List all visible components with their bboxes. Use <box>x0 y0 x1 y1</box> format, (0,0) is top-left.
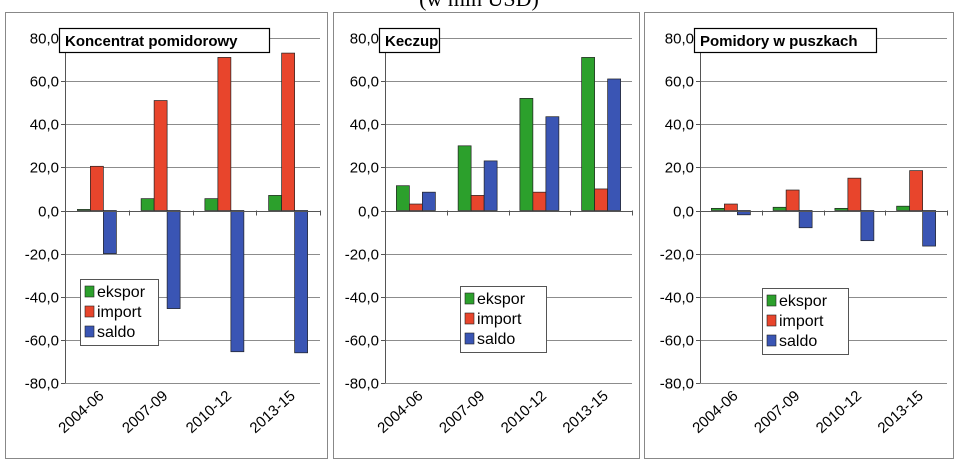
legend-label-saldo: saldo <box>779 333 817 350</box>
bar-ekspor-2010-12 <box>519 98 534 211</box>
y-tick-label: -40,0 <box>345 290 379 307</box>
bar-import-2004-06 <box>90 165 104 211</box>
y-tick-label: -80,0 <box>660 376 694 393</box>
legend-box <box>460 286 547 353</box>
bar-import-2004-06 <box>409 203 423 211</box>
bar-saldo-2013-15 <box>607 78 621 211</box>
legend-swatch-import <box>84 305 95 318</box>
bar-import-2010-12 <box>217 57 232 211</box>
bar-saldo-2013-15 <box>294 210 308 354</box>
bar-saldo-2004-06 <box>422 191 436 211</box>
bar-ekspor-2007-09 <box>140 198 155 211</box>
legend-label-saldo: saldo <box>477 331 515 348</box>
chart-panel-1: 80,060,040,020,00,0-20,0-40,0-60,0-80,02… <box>5 12 328 459</box>
y-tick-label: 0,0 <box>673 204 694 221</box>
y-tick-label: 60,0 <box>30 74 59 91</box>
legend-label-import: import <box>477 311 522 328</box>
bar-ekspor-2013-15 <box>581 57 595 211</box>
y-tick-label: 20,0 <box>665 160 694 177</box>
y-tick-label: 20,0 <box>350 160 379 177</box>
legend-label-saldo: saldo <box>97 324 135 341</box>
y-tick-label: 60,0 <box>665 74 694 91</box>
bar-import-2007-09 <box>785 189 800 211</box>
bar-ekspor-2010-12 <box>834 207 849 211</box>
bar-ekspor-2004-06 <box>711 207 725 211</box>
bar-saldo-2010-12 <box>860 210 875 242</box>
chart-title-box <box>378 27 441 54</box>
y-tick-label: 80,0 <box>30 31 59 48</box>
y-tick-label: -20,0 <box>345 247 379 264</box>
y-tick-label: 0,0 <box>38 204 59 221</box>
y-tick-label: -80,0 <box>25 376 59 393</box>
chart-title: Koncentrat pomidorowy <box>65 33 238 50</box>
chart-panel-3: 80,060,040,020,00,0-20,0-40,0-60,0-80,02… <box>644 12 954 459</box>
bar-ekspor-2010-12 <box>204 198 219 211</box>
legend-swatch-saldo <box>766 334 777 347</box>
bar-ekspor-2013-15 <box>268 195 282 211</box>
bar-import-2010-12 <box>847 177 862 211</box>
y-tick-label: -40,0 <box>660 290 694 307</box>
legend-label-ekspor: ekspor <box>477 291 526 308</box>
bar-import-2013-15 <box>281 52 295 211</box>
bar-ekspor-2013-15 <box>896 205 910 211</box>
chart-title-box <box>693 27 878 54</box>
bar-saldo-2013-15 <box>922 210 936 247</box>
bar-ekspor-2007-09 <box>772 206 787 211</box>
y-tick-label: 80,0 <box>665 31 694 48</box>
y-tick-label: 40,0 <box>30 117 59 134</box>
legend-swatch-ekspor <box>766 294 777 307</box>
bar-ekspor-2007-09 <box>457 145 472 211</box>
bar-import-2010-12 <box>532 191 547 211</box>
y-tick-label: 40,0 <box>350 117 379 134</box>
bar-saldo-2007-09 <box>483 160 498 211</box>
legend-swatch-ekspor <box>84 285 95 298</box>
legend-swatch-saldo <box>464 332 475 345</box>
y-tick-label: -40,0 <box>25 290 59 307</box>
y-tick-label: 60,0 <box>350 74 379 91</box>
legend-swatch-ekspor <box>464 292 475 305</box>
bar-saldo-2010-12 <box>230 210 245 353</box>
legend-swatch-saldo <box>84 325 95 338</box>
chart-title: Keczup <box>385 33 438 50</box>
chart-title-box <box>58 27 271 54</box>
legend-label-import: import <box>97 304 142 321</box>
bar-import-2007-09 <box>470 195 485 211</box>
bar-saldo-2007-09 <box>166 210 181 309</box>
legend-label-ekspor: ekspor <box>779 293 828 310</box>
legend-swatch-import <box>464 312 475 325</box>
y-tick-label: -80,0 <box>345 376 379 393</box>
bar-import-2013-15 <box>909 170 923 211</box>
legend-box <box>762 288 849 355</box>
bar-import-2007-09 <box>153 100 168 211</box>
y-tick-label: -60,0 <box>345 333 379 350</box>
legend-label-import: import <box>779 313 824 330</box>
figure-caption: (w mln USD) <box>0 0 958 14</box>
y-tick-label: 80,0 <box>350 31 379 48</box>
bar-saldo-2010-12 <box>545 116 560 211</box>
bar-saldo-2007-09 <box>798 210 813 229</box>
bar-saldo-2004-06 <box>103 210 117 254</box>
legend-label-ekspor: ekspor <box>97 284 146 301</box>
panel-border <box>5 12 328 459</box>
y-tick-label: -60,0 <box>25 333 59 350</box>
bar-saldo-2004-06 <box>737 210 751 216</box>
y-tick-label: 0,0 <box>358 204 379 221</box>
y-tick-label: -20,0 <box>25 247 59 264</box>
bar-import-2013-15 <box>594 188 608 211</box>
chart-panel-2: 80,060,040,020,00,0-20,0-40,0-60,0-80,02… <box>333 12 640 459</box>
y-tick-label: -20,0 <box>660 247 694 264</box>
y-tick-label: -60,0 <box>660 333 694 350</box>
bar-import-2004-06 <box>724 203 738 211</box>
y-tick-label: 40,0 <box>665 117 694 134</box>
panel-border <box>644 12 954 459</box>
legend-swatch-import <box>766 314 777 327</box>
bar-ekspor-2004-06 <box>77 209 91 211</box>
bar-ekspor-2004-06 <box>396 185 410 211</box>
y-tick-label: 20,0 <box>30 160 59 177</box>
chart-title: Pomidory w puszkach <box>700 33 858 50</box>
